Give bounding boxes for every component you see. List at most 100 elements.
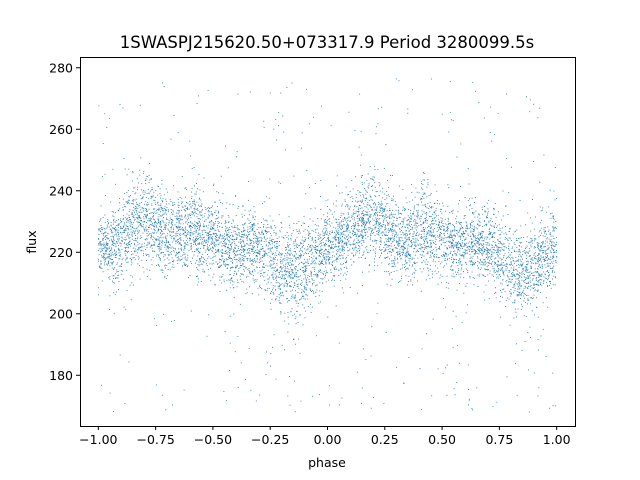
data-point [431,207,432,209]
data-point [498,257,500,259]
data-point [269,242,271,244]
data-point [478,224,480,226]
data-point [514,288,516,290]
data-point [469,276,471,278]
data-point [443,255,445,257]
data-point [434,211,436,213]
data-point [526,261,528,263]
data-point [143,245,145,247]
data-point [295,290,297,292]
data-point [97,258,99,260]
data-point [430,245,432,247]
data-point [479,224,481,226]
data-point [363,252,365,254]
data-point [538,277,540,278]
data-point [111,253,113,255]
data-point [329,233,331,235]
data-point [309,218,311,220]
data-point [417,216,419,217]
data-point [200,223,201,225]
data-point [152,250,154,252]
data-point [239,262,241,264]
data-point [319,235,321,237]
data-point [316,246,317,248]
data-point [454,245,456,247]
data-point [516,246,518,248]
data-point [529,286,531,287]
data-point [381,106,383,108]
data-point [98,237,99,239]
data-point [499,228,501,230]
data-point [449,81,451,82]
data-point [519,285,521,286]
data-point [253,223,255,225]
data-point [197,268,198,270]
data-point [409,201,411,203]
data-point [339,258,341,260]
data-point [301,132,303,134]
data-point [503,249,504,251]
data-point [534,284,536,286]
data-point [217,250,219,252]
data-point [425,246,427,248]
data-point [478,233,480,235]
data-point [212,228,214,229]
data-point [287,331,289,333]
data-point [501,264,503,266]
data-point [107,261,109,263]
data-point [327,256,329,258]
data-point [126,201,128,203]
data-point [400,255,401,256]
data-point [331,232,333,233]
data-point [153,231,155,233]
data-point [466,268,468,270]
data-point [272,287,274,289]
data-point [150,212,152,214]
data-point [288,238,289,240]
data-point [290,264,292,266]
data-point [465,206,467,208]
data-point [527,283,529,284]
data-point [406,249,408,251]
data-point [285,246,286,248]
data-point [481,253,483,255]
data-point [108,240,110,242]
data-point [218,251,220,253]
data-point [517,274,518,275]
data-point [113,215,115,217]
data-point [267,274,269,276]
data-point [438,248,440,250]
data-point [480,260,481,262]
data-point [337,246,339,248]
data-point [290,311,292,313]
data-point [246,288,248,290]
data-point [280,221,282,223]
data-point [275,277,277,279]
data-point [265,374,267,375]
data-point [485,253,487,255]
data-point [417,240,419,241]
data-point [308,234,310,236]
data-point [399,281,401,283]
data-point [292,230,294,232]
data-point [261,269,263,271]
data-point [336,246,338,248]
data-point [296,300,298,302]
data-point [415,251,417,253]
data-point [390,272,392,273]
data-point [413,271,415,273]
data-point [472,262,474,264]
data-point [376,190,378,192]
data-point [241,237,243,239]
data-point [415,219,417,221]
data-point [362,203,364,205]
data-point [495,262,497,264]
data-point [279,259,281,261]
data-point [102,233,104,235]
data-point [445,237,447,239]
data-point [465,221,467,223]
data-point [199,197,200,199]
data-point [358,207,360,209]
data-point [471,242,473,244]
data-point [439,227,441,229]
